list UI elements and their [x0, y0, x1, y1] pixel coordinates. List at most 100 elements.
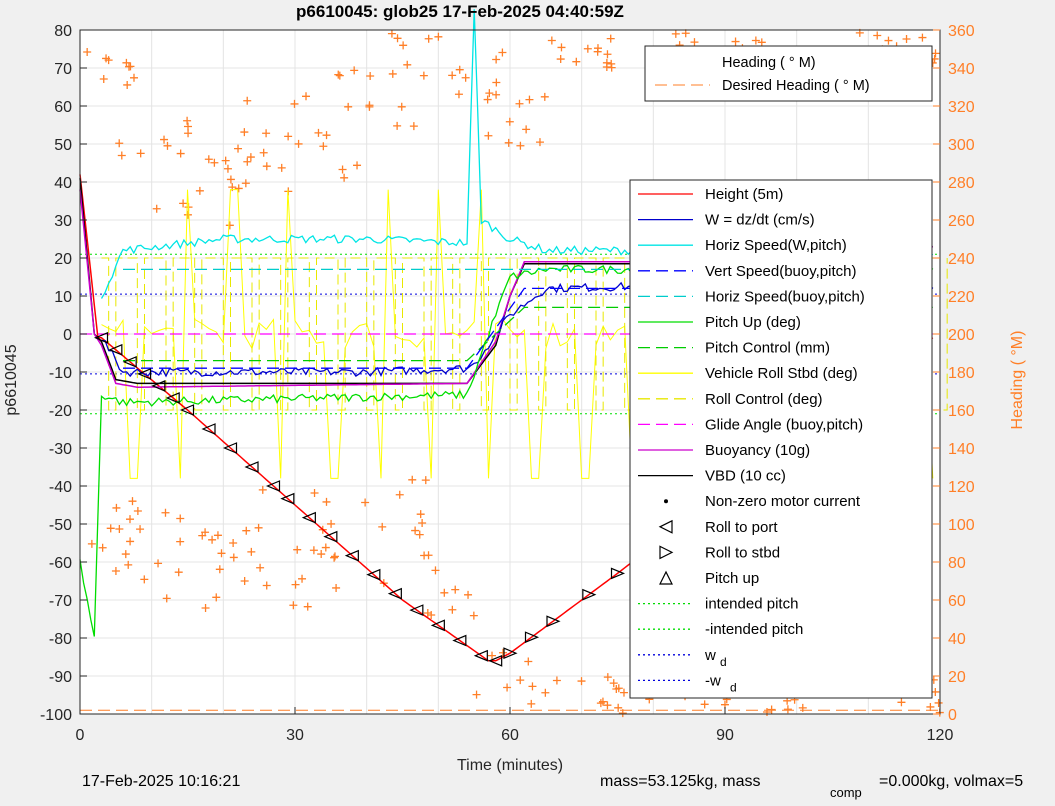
heading-marker [262, 581, 271, 590]
heading-marker [353, 161, 362, 170]
heading-marker [873, 31, 882, 40]
heading-marker [213, 531, 222, 540]
heading-marker [330, 552, 339, 561]
heading-marker [87, 539, 96, 548]
legend-swatch-marker [659, 570, 673, 585]
roll-to-port-marker [201, 423, 216, 435]
heading-marker [225, 221, 234, 230]
heading-marker [472, 690, 481, 699]
heading-marker [409, 122, 418, 131]
y-tick-label: -60 [49, 555, 72, 572]
heading-marker [393, 34, 402, 43]
heading-marker [126, 537, 135, 546]
heading-marker [262, 129, 271, 138]
roll-to-port-marker [265, 480, 281, 492]
heading-marker [327, 519, 336, 528]
roll-to-stbd-marker [610, 567, 626, 580]
heading-marker [762, 707, 771, 716]
heading-marker [366, 72, 375, 81]
heading-marker [152, 204, 161, 213]
y2-tick-label: 160 [948, 403, 975, 420]
heading-marker [395, 490, 404, 499]
heading-marker [111, 566, 120, 575]
heading-marker [378, 522, 387, 531]
axes: 80706050403020100-10-20-30-40-50-60-70-8… [40, 23, 975, 744]
heading-marker [504, 138, 513, 147]
heading-marker [516, 676, 525, 685]
y2-tick-label: 120 [948, 479, 975, 496]
legend-label: Height (5m) [705, 186, 783, 203]
heading-marker [603, 701, 612, 710]
heading-marker [593, 47, 602, 56]
legend-label: intended pitch [705, 596, 798, 613]
y2-tick-label: 180 [948, 365, 975, 382]
footer-mass-comp: comp [830, 785, 862, 800]
heading-marker [246, 153, 255, 162]
heading-marker [556, 55, 565, 64]
heading-marker [183, 116, 192, 125]
heading-marker [223, 164, 232, 173]
heading-marker [221, 156, 230, 165]
legend-main: Height (5m) W = dz/dt (cm/s) Horiz Speed(W… [629, 179, 933, 699]
legend-label: Non-zero motor current [705, 493, 861, 510]
heading-marker [140, 575, 149, 584]
y-tick-label: 10 [54, 289, 72, 306]
x-axis-label: Time (minutes) [457, 757, 563, 774]
heading-marker [884, 36, 893, 45]
heading-marker [215, 565, 224, 574]
heading-marker [163, 141, 172, 150]
heading-marker [176, 537, 185, 546]
heading-marker [488, 651, 497, 660]
legend-subscript: d [730, 680, 737, 694]
heading-marker [129, 73, 138, 82]
heading-marker [340, 173, 349, 182]
heading-marker [98, 543, 107, 552]
legend-label: W = dz/dt (cm/s) [705, 212, 815, 229]
heading-marker [174, 568, 183, 577]
heading-marker [451, 585, 460, 594]
y2-tick-label: 260 [948, 213, 975, 230]
heading-marker [607, 63, 616, 72]
heading-marker [184, 129, 193, 138]
heading-marker [126, 62, 135, 71]
heading-marker [124, 560, 133, 569]
legend-swatch-marker [658, 519, 673, 534]
legend-label: VBD (10 cc) [705, 468, 786, 485]
roll-to-port-marker [136, 368, 152, 380]
heading-marker [783, 705, 792, 714]
x-tick-label: 30 [286, 727, 304, 744]
heading-marker [240, 128, 249, 137]
heading-marker [434, 32, 443, 41]
y-tick-label: -20 [49, 403, 72, 420]
heading-marker [484, 131, 493, 140]
heading-marker [522, 125, 531, 134]
y2-axis-label: Heading ( °M) [1009, 331, 1026, 430]
legend-heading-label: Heading ( ° M) [722, 55, 816, 71]
heading-marker [393, 121, 402, 130]
legend-desired-heading-label: Desired Heading ( ° M) [722, 78, 870, 94]
y2-tick-label: 100 [948, 517, 975, 534]
legend-label: w [704, 647, 716, 664]
legend-heading: Heading ( ° M) Desired Heading ( ° M) [644, 45, 933, 102]
heading-marker [104, 56, 113, 65]
heading-marker [416, 510, 425, 519]
heading-marker [492, 90, 501, 99]
heading-marker [234, 184, 243, 193]
roll-to-port-marker [488, 654, 503, 667]
y-tick-label: 0 [63, 327, 72, 344]
heading-marker [388, 69, 397, 78]
heading-marker [365, 101, 374, 110]
heading-marker [310, 489, 319, 498]
heading-marker [303, 602, 312, 611]
legend-swatch-dot [664, 499, 668, 504]
heading-marker [397, 102, 406, 111]
heading-marker [757, 38, 766, 47]
heading-marker [161, 508, 170, 517]
y2-tick-label: 320 [948, 99, 975, 116]
heading-marker [540, 92, 549, 101]
roll-to-port-marker [244, 461, 259, 473]
x-tick-label: 0 [76, 727, 85, 744]
x-tick-label: 120 [927, 727, 954, 744]
heading-marker [671, 29, 680, 38]
